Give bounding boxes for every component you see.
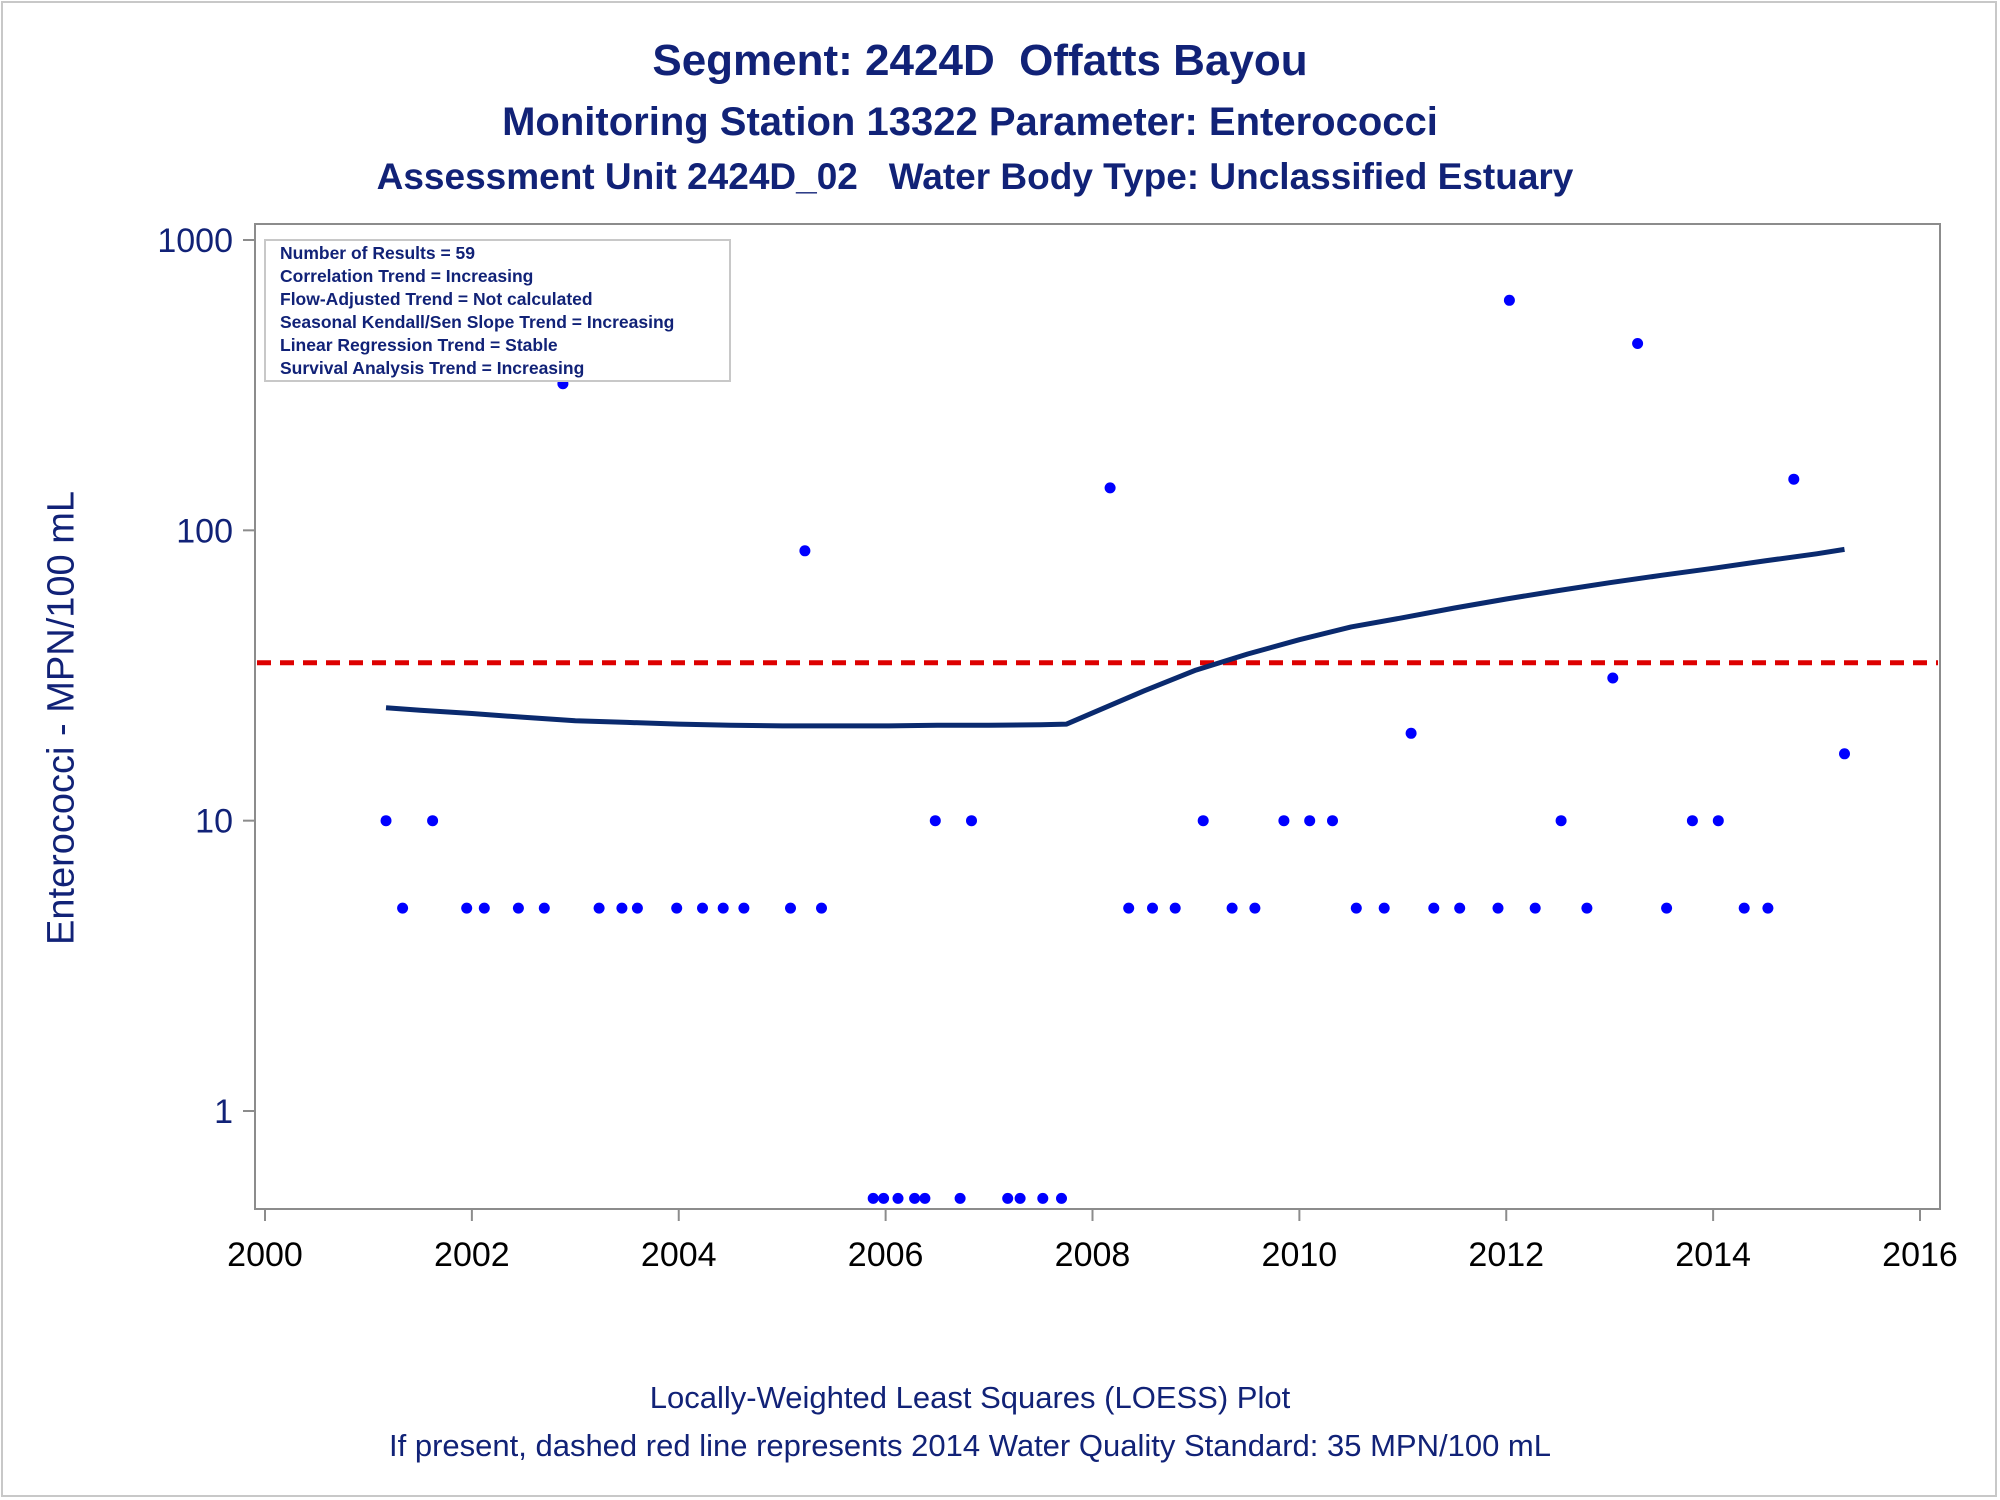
- data-point: [1002, 1192, 1014, 1204]
- x-tick-label: 2016: [1882, 1236, 1958, 1274]
- data-point: [816, 902, 827, 914]
- stats-box-border: [264, 239, 731, 382]
- stats-results-count: Number of Results = 59: [280, 243, 475, 263]
- data-point: [1581, 902, 1593, 914]
- loess-curve-group: [385, 546, 1845, 729]
- data-point: [1147, 902, 1158, 914]
- data-point: [1226, 902, 1238, 914]
- y-tick-label: 1: [214, 1093, 233, 1131]
- data-point: [461, 902, 473, 914]
- data-point: [1492, 902, 1504, 914]
- data-point: [1104, 482, 1116, 494]
- x-tick-label: 2006: [848, 1236, 924, 1274]
- data-point: [1503, 294, 1515, 306]
- x-axis: 2000 2002 2004 2006 2008 2010 2012 2014 2016: [227, 1209, 1958, 1274]
- footnote-loess: Locally-Weighted Least Squares (LOESS) P…: [649, 1380, 1291, 1415]
- data-point: [1249, 902, 1261, 914]
- data-point: [1123, 902, 1135, 914]
- x-tick-label: 2000: [227, 1236, 303, 1274]
- data-point: [878, 1192, 890, 1204]
- y-tick-label: 10: [195, 803, 233, 841]
- data-point: [929, 815, 941, 827]
- y-axis: 1 10 100 1000: [157, 222, 255, 1131]
- data-point: [593, 902, 605, 914]
- data-point: [892, 1192, 904, 1204]
- chart-subtitle-station: Monitoring Station 13322 Parameter: Ente…: [502, 100, 1438, 144]
- data-point: [1632, 338, 1644, 349]
- data-point: [1014, 1192, 1026, 1204]
- x-tick-label: 2014: [1675, 1236, 1751, 1274]
- plot-area: [254, 223, 1941, 1210]
- stats-box: Number of Results = 59 Correlation Trend…: [264, 239, 731, 382]
- data-point: [1350, 902, 1362, 914]
- data-point: [909, 1192, 921, 1204]
- data-point: [717, 902, 729, 914]
- x-tick-label: 2004: [641, 1236, 717, 1274]
- stats-seasonal-kendall-trend: Seasonal Kendall/Sen Slope Trend = Incre…: [280, 312, 674, 332]
- data-point: [1278, 815, 1290, 827]
- data-point: [1056, 1192, 1067, 1204]
- data-point: [738, 902, 750, 914]
- data-point: [1686, 815, 1698, 827]
- data-point: [631, 902, 643, 914]
- data-point: [1428, 902, 1440, 914]
- footnote-standard: If present, dashed red line represents 2…: [389, 1428, 1551, 1463]
- x-tick-label: 2012: [1468, 1236, 1544, 1274]
- data-point: [867, 1192, 879, 1204]
- y-tick-label: 100: [176, 512, 233, 550]
- chart-title: Segment: 2424D Offatts Bayou: [652, 36, 1308, 85]
- stats-survival-analysis-trend: Survival Analysis Trend = Increasing: [280, 358, 584, 378]
- data-point: [966, 815, 977, 827]
- data-point: [1197, 815, 1209, 827]
- data-point: [1839, 748, 1850, 760]
- data-point: [397, 902, 409, 914]
- stats-flow-adjusted-trend: Flow-Adjusted Trend = Not calculated: [280, 289, 593, 309]
- data-point: [1327, 815, 1338, 827]
- data-point: [1304, 815, 1316, 827]
- data-point: [1454, 902, 1466, 914]
- x-tick-label: 2002: [434, 1236, 510, 1274]
- data-points: [380, 294, 1850, 1204]
- data-point: [512, 902, 524, 914]
- chart-subtitle-assessment: Assessment Unit 2424D_02 Water Body Type…: [376, 156, 1574, 197]
- data-point: [1788, 473, 1800, 485]
- data-point: [1738, 902, 1750, 914]
- data-point: [1762, 902, 1774, 914]
- stats-linear-regression-trend: Linear Regression Trend = Stable: [280, 335, 558, 355]
- data-point: [785, 902, 796, 914]
- loess-line: [385, 546, 1845, 729]
- x-tick-label: 2008: [1055, 1236, 1131, 1274]
- data-point: [1529, 902, 1541, 914]
- data-point: [427, 815, 439, 827]
- data-point: [1555, 815, 1567, 827]
- data-point: [1037, 1192, 1049, 1204]
- data-point: [1405, 727, 1417, 739]
- data-point: [1169, 902, 1181, 914]
- y-tick-label: 1000: [157, 222, 233, 260]
- data-point: [1607, 672, 1619, 684]
- data-point: [954, 1192, 966, 1204]
- data-point: [616, 902, 628, 914]
- data-point: [1712, 815, 1724, 827]
- data-point: [1661, 902, 1673, 914]
- data-point: [799, 545, 811, 557]
- data-point: [380, 815, 392, 827]
- stats-correlation-trend: Correlation Trend = Increasing: [280, 266, 533, 286]
- data-point: [697, 902, 708, 914]
- data-point: [478, 902, 490, 914]
- data-point: [1378, 902, 1390, 914]
- data-point: [919, 1192, 931, 1204]
- data-point: [671, 902, 683, 914]
- x-tick-label: 2010: [1262, 1236, 1338, 1274]
- data-point: [538, 902, 550, 914]
